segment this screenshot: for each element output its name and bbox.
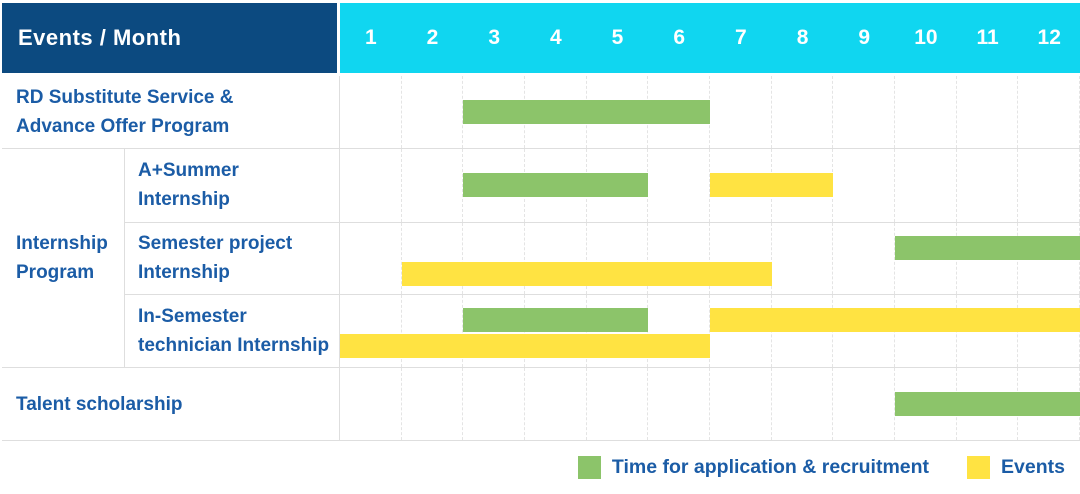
month-gridline-cell: [710, 368, 772, 440]
month-gridline-cell: [648, 149, 711, 222]
group-label: Internship Program: [2, 149, 125, 367]
month-gridline-cell: [340, 222, 402, 295]
month-gridline-cell: [957, 76, 1019, 148]
month-gridline-cell: [833, 76, 896, 148]
legend: Time for application & recruitment Events: [2, 441, 1080, 493]
month-gridline-cell: [340, 76, 402, 148]
month-gridline-cell: [895, 76, 957, 148]
month-gridline-cell: [710, 76, 772, 148]
event-sub-row: A+Summer Internship: [125, 149, 1080, 222]
month-gridline-cell: [525, 222, 587, 295]
row-label: A+Summer Internship: [125, 149, 340, 222]
month-gridline-cell: [710, 222, 772, 295]
row-label: In-Semester technician Internship: [125, 295, 340, 367]
month-gridline-cell: [587, 222, 649, 295]
events-month-header-cell: Events / Month: [2, 3, 337, 73]
month-gridline-cell: [1018, 76, 1080, 148]
month-gridline-cell: [648, 368, 711, 440]
label-line: Internship: [138, 189, 230, 211]
event-sub-row: In-Semester technician Internship: [125, 294, 1080, 367]
event-group-row: Internship Program A+Summer Internship Semes…: [2, 148, 1080, 367]
month-gridline-cell: [402, 149, 464, 222]
month-grid: [340, 222, 1080, 295]
label-line: Internship: [138, 262, 230, 284]
month-gridline-cell: [340, 149, 402, 222]
month-grid: [340, 368, 1080, 440]
event-row: Talent scholarship: [2, 367, 1080, 440]
month-gridline-cell: [402, 222, 464, 295]
month-header-cell: 1: [364, 26, 377, 49]
month-gridline-cell: [895, 149, 957, 222]
month-gridline-cell: [402, 76, 464, 148]
yellow-legend-swatch: [967, 455, 991, 479]
month-header-cell: 3: [488, 26, 501, 49]
month-header-cell: 9: [858, 26, 871, 49]
label-line: Advance Offer Program: [16, 116, 230, 137]
label-line: A+Summer: [138, 160, 239, 182]
month-gridline-cell: [833, 149, 896, 222]
month-gridline-cell: [648, 222, 711, 295]
row-label: Talent scholarship: [2, 368, 340, 440]
month-gridline-cell: [772, 76, 834, 148]
label-line: technician Internship: [138, 335, 330, 357]
month-header-cell: 6: [673, 26, 686, 49]
month-gridline-cell: [402, 295, 464, 367]
month-gridline-cell: [772, 222, 834, 295]
row-label: Semester project Internship: [125, 222, 340, 295]
month-grid: [340, 149, 1080, 222]
application-recruitment-bar: [895, 235, 1080, 260]
month-gridline-cell: [463, 222, 526, 295]
green-legend-swatch: [577, 455, 601, 479]
month-header-cell: 5: [611, 26, 624, 49]
month-header-cell: 10: [914, 26, 938, 49]
month-gridline-cell: [648, 295, 711, 367]
month-grid: [340, 295, 1080, 367]
month-gridline-cell: [587, 368, 649, 440]
month-header-cell: 4: [550, 26, 562, 49]
month-header-cell: 12: [1037, 26, 1061, 49]
month-gridline-cell: [525, 368, 587, 440]
application-recruitment-bar: [895, 392, 1080, 416]
month-gridline-cell: [340, 295, 402, 367]
legend-item: Events: [967, 455, 1065, 479]
month-gridline-cell: [402, 368, 464, 440]
legend-label: Time for application & recruitment: [611, 455, 930, 478]
month-gridline-cell: [833, 222, 896, 295]
month-grid: [340, 76, 1080, 148]
event-bar: [340, 334, 710, 359]
schedule-table-body: RD Substitute Service & Advance Offer Pro…: [2, 75, 1080, 441]
month-gridline-cell: [340, 368, 402, 440]
month-header-row: 1 2 3 4 5 6 7 8 9 10 11 12: [340, 3, 1080, 73]
label-line: Talent scholarship: [16, 393, 183, 415]
application-recruitment-bar: [463, 100, 710, 124]
event-bar: [710, 308, 1080, 333]
month-gridline-cell: [772, 368, 834, 440]
event-sub-row: Semester project Internship: [125, 221, 1080, 295]
month-gridline-cell: [957, 149, 1019, 222]
event-row: RD Substitute Service & Advance Offer Pro…: [2, 75, 1080, 148]
event-bar: [401, 261, 772, 286]
table-header-row: Events / Month 1 2 3 4 5 6 7 8 9 10 11 12: [2, 3, 1080, 73]
application-recruitment-bar: [463, 308, 649, 333]
label-line: RD Substitute Service &: [16, 87, 234, 108]
row-label: RD Substitute Service & Advance Offer Pro…: [2, 76, 340, 148]
label-line: In-Semester: [138, 306, 247, 328]
month-header-cell: 2: [426, 26, 439, 49]
legend-item: Time for application & recruitment: [577, 455, 930, 479]
month-gridline-cell: [833, 368, 896, 440]
month-gridline-cell: [463, 368, 526, 440]
event-bar: [710, 173, 834, 197]
month-gridline-cell: [1018, 149, 1080, 222]
month-header-cell: 7: [735, 26, 747, 49]
label-line: Program: [16, 262, 95, 283]
group-sub-rows: A+Summer Internship Semester project Intern…: [125, 149, 1080, 367]
legend-label: Events: [1001, 455, 1065, 478]
label-line: Internship: [16, 233, 108, 254]
application-recruitment-bar: [463, 173, 649, 197]
month-header-cell: 11: [976, 26, 999, 49]
label-line: Semester project: [138, 233, 293, 255]
month-header-cell: 8: [796, 26, 809, 49]
